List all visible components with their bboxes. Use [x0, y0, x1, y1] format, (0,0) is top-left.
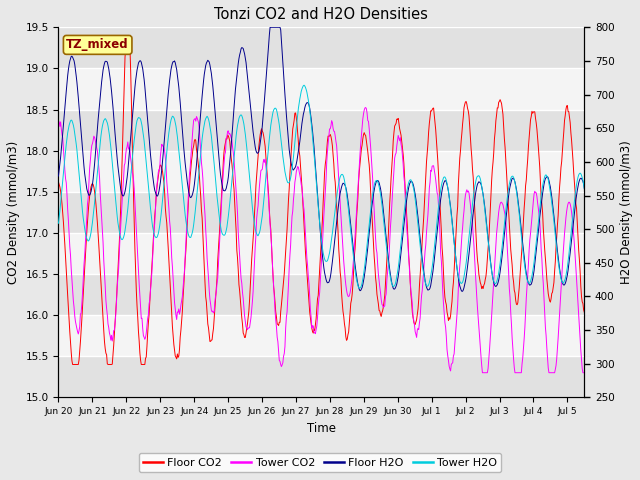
- X-axis label: Time: Time: [307, 421, 336, 435]
- Bar: [58, 192, 584, 233]
- Y-axis label: H2O Density (mmol/m3): H2O Density (mmol/m3): [620, 141, 633, 284]
- Bar: [58, 68, 584, 109]
- Bar: [58, 315, 584, 356]
- Bar: [58, 233, 584, 274]
- Text: TZ_mixed: TZ_mixed: [67, 38, 129, 51]
- Bar: [58, 27, 584, 68]
- Bar: [58, 109, 584, 151]
- Bar: [58, 356, 584, 397]
- Bar: [58, 151, 584, 192]
- Bar: [58, 274, 584, 315]
- Legend: Floor CO2, Tower CO2, Floor H2O, Tower H2O: Floor CO2, Tower CO2, Floor H2O, Tower H…: [139, 453, 501, 472]
- Y-axis label: CO2 Density (mmol/m3): CO2 Density (mmol/m3): [7, 141, 20, 284]
- Title: Tonzi CO2 and H2O Densities: Tonzi CO2 and H2O Densities: [214, 7, 428, 22]
